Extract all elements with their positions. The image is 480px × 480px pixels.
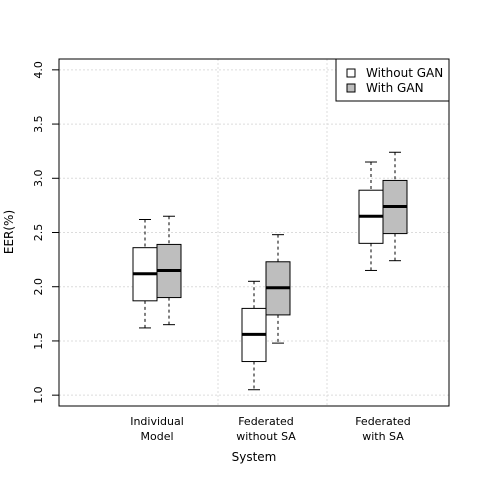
y-tick-label: 1.5 — [32, 332, 45, 350]
legend-swatch — [346, 68, 356, 78]
y-tick-label: 3.0 — [32, 170, 45, 188]
y-tick-label: 3.5 — [32, 115, 45, 133]
legend-label: With GAN — [366, 81, 424, 95]
legend-box — [335, 58, 450, 102]
y-axis-title: EER(%) — [2, 210, 16, 254]
y-tick-label: 2.0 — [32, 278, 45, 296]
box-with-gan — [382, 151, 408, 262]
box-without-gan — [132, 218, 158, 329]
y-tick-label: 1.0 — [32, 386, 45, 404]
x-tick-label: Federated — [355, 415, 411, 428]
y-tick-label: 4.0 — [32, 61, 45, 79]
box-with-gan — [265, 234, 291, 344]
y-tick-label: 2.5 — [32, 224, 45, 242]
x-axis-title: System — [232, 450, 277, 464]
x-tick-label: with SA — [362, 430, 404, 443]
box-with-gan — [156, 215, 182, 326]
y-axis: 1.0 1.5 2.0 2.5 3.0 3.5 4.0 — [32, 61, 59, 404]
x-tick-label: Federated — [238, 415, 294, 428]
box-layer — [132, 151, 408, 391]
box-without-gan — [241, 280, 267, 391]
x-tick-label: without SA — [236, 430, 296, 443]
x-tick-label: Individual — [130, 415, 184, 428]
x-tick-label: Model — [140, 430, 173, 443]
x-axis: Individual Model Federated without SA Federa… — [130, 415, 411, 443]
legend-label: Without GAN — [366, 66, 443, 80]
legend-swatch — [346, 83, 356, 93]
